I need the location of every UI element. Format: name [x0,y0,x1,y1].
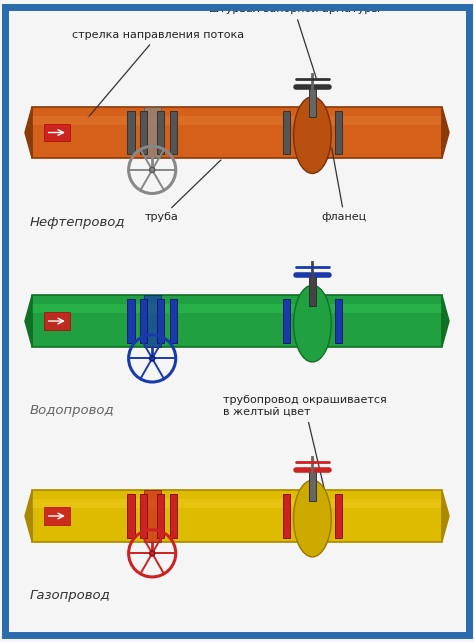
Bar [32,490,442,542]
Bar [283,494,290,538]
Text: трубопровод окрашивается
в желтый цвет: трубопровод окрашивается в желтый цвет [223,395,387,506]
Bar [144,490,161,542]
Ellipse shape [293,285,331,362]
Bar [170,299,177,343]
Bar [32,499,442,508]
Bar [157,299,164,343]
Text: Водопровод: Водопровод [30,404,114,417]
Text: труба: труба [145,160,221,222]
Bar [157,111,164,154]
Bar [157,494,164,538]
Bar [283,111,290,154]
Text: Газопровод: Газопровод [30,589,110,602]
Text: штурвал запорной арматуры: штурвал запорной арматуры [209,4,380,78]
Polygon shape [25,490,32,542]
Bar [127,111,135,154]
Polygon shape [442,107,449,158]
Bar [299,299,307,343]
Bar [32,295,442,347]
Bar [309,470,316,501]
Bar [32,107,442,158]
Text: Нефтепровод: Нефтепровод [30,216,125,229]
Polygon shape [442,295,449,347]
Bar [309,87,316,117]
Bar [299,111,307,154]
Bar [44,123,70,141]
Bar [44,507,70,525]
Ellipse shape [293,97,331,173]
Bar [127,299,135,343]
Bar [140,111,147,154]
Bar [318,111,326,154]
Bar [170,494,177,538]
Bar [144,295,161,347]
Bar [335,111,342,154]
Bar [335,299,342,343]
Bar [140,299,147,343]
Bar [318,299,326,343]
Ellipse shape [150,551,155,556]
Bar [32,304,442,313]
Bar [335,494,342,538]
Bar [127,494,135,538]
Polygon shape [442,490,449,542]
Ellipse shape [293,480,331,557]
Bar [170,111,177,154]
Bar [283,299,290,343]
Text: стрелка направления потока: стрелка направления потока [72,30,244,117]
Bar [44,312,70,330]
Ellipse shape [150,168,155,173]
Bar [144,107,161,158]
Polygon shape [25,107,32,158]
Polygon shape [25,295,32,347]
Bar [318,494,326,538]
Bar [140,494,147,538]
Bar [32,116,442,125]
Ellipse shape [150,356,155,361]
Text: фланец: фланец [322,148,367,222]
Bar [299,494,307,538]
Bar [309,275,316,306]
